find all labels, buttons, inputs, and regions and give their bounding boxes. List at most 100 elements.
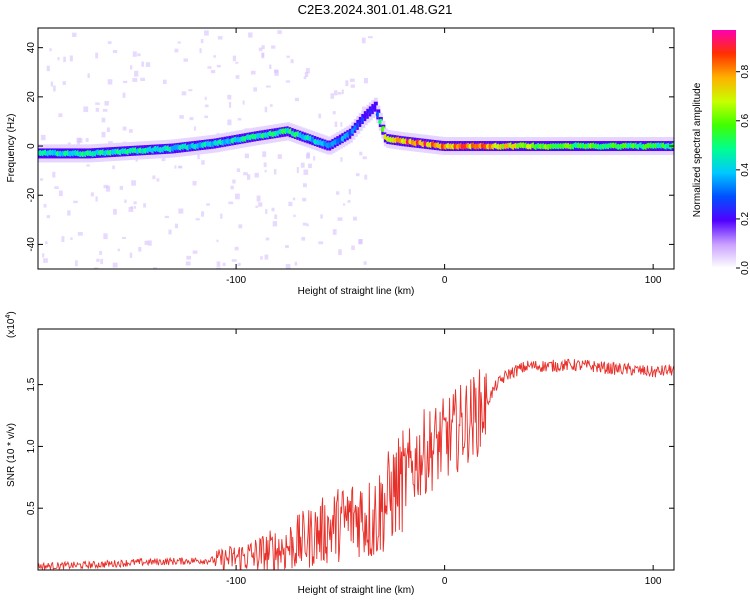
snr-panel: -100 0 100 0.5 1.0 1.5 Height of straight li… bbox=[5, 311, 675, 596]
heatmap-noise-cell bbox=[204, 115, 209, 119]
heatmap-noise-cell bbox=[192, 180, 197, 186]
heatmap-noise-cell bbox=[39, 178, 44, 181]
spectrogram-y-tick-label: 20 bbox=[26, 91, 37, 103]
spectrogram-x-tick-label: 0 bbox=[442, 275, 448, 286]
svg-text:(x104): (x104) bbox=[5, 311, 17, 338]
heatmap-noise-cell bbox=[112, 165, 115, 170]
heatmap-noise-cell bbox=[161, 156, 166, 162]
heatmap-noise-cell bbox=[145, 62, 151, 67]
heatmap-noise-cell bbox=[72, 32, 77, 37]
heatmap-noise-cell bbox=[274, 214, 278, 220]
heatmap-noise-cell bbox=[199, 48, 202, 54]
heatmap-noise-cell bbox=[217, 36, 223, 40]
colorbar-label: Normalized spectral amplitude bbox=[692, 82, 703, 217]
heatmap-noise-cell bbox=[54, 186, 59, 189]
heatmap-noise-cell bbox=[86, 164, 90, 167]
heatmap-noise-cell bbox=[335, 191, 340, 195]
heatmap-noise-cell bbox=[185, 261, 191, 266]
heatmap-noise-cell bbox=[183, 58, 188, 62]
snr-y-label: SNR (10 * v/v) bbox=[6, 423, 17, 487]
heatmap-noise-cell bbox=[363, 77, 369, 84]
heatmap-noise-cell bbox=[181, 91, 187, 96]
heatmap-noise-cell bbox=[255, 205, 258, 208]
heatmap-noise-cell bbox=[138, 246, 142, 252]
heatmap-noise-cell bbox=[104, 100, 109, 106]
heatmap-noise-cell bbox=[201, 211, 204, 217]
heatmap-noise-cell bbox=[206, 203, 210, 206]
heatmap-noise-cell bbox=[351, 245, 355, 251]
heatmap-noise-cell bbox=[348, 188, 351, 195]
heatmap-noise-cell bbox=[67, 142, 71, 146]
heatmap-noise-cell bbox=[107, 79, 113, 85]
heatmap-noise-cell bbox=[189, 117, 194, 121]
snr-x-tick-label: 100 bbox=[645, 576, 662, 587]
heatmap-noise-cell bbox=[43, 204, 47, 208]
spectrogram-x-tick-label: 100 bbox=[645, 275, 662, 286]
heatmap-noise-cell bbox=[227, 94, 232, 100]
heatmap-noise-cell bbox=[192, 250, 198, 254]
heatmap-noise-cell bbox=[271, 207, 275, 212]
heatmap-noise-cell bbox=[137, 53, 141, 57]
spectrogram-y-label: Frequency (Hz) bbox=[6, 114, 17, 183]
heatmap-noise-cell bbox=[49, 48, 52, 52]
heatmap-noise-cell bbox=[269, 64, 272, 70]
spectrogram-y-tick-label: -20 bbox=[26, 188, 37, 203]
spectrogram-panel: -100 0 100 40 20 0 -20 -40 Height of straight … bbox=[6, 27, 675, 297]
heatmap-noise-cell bbox=[216, 239, 219, 243]
heatmap-noise-cell bbox=[340, 122, 343, 127]
heatmap-noise-cell bbox=[337, 91, 342, 95]
heatmap-noise-cell bbox=[76, 137, 82, 143]
snr-series-line bbox=[38, 358, 674, 570]
heatmap-noise-cell bbox=[253, 87, 258, 92]
heatmap-noise-cell bbox=[168, 229, 172, 235]
heatmap-noise-cell bbox=[164, 215, 169, 219]
heatmap-noise-cell bbox=[237, 262, 241, 267]
heatmap-noise-cell bbox=[350, 84, 355, 88]
heatmap-noise-cell bbox=[303, 169, 309, 175]
snr-x-tick-label: 0 bbox=[442, 576, 448, 587]
heatmap-noise-cell bbox=[177, 41, 181, 44]
heatmap-noise-cell bbox=[52, 171, 56, 178]
heatmap-noise-cell bbox=[188, 89, 193, 92]
heatmap-noise-cell bbox=[67, 210, 71, 216]
heatmap-noise-cell bbox=[87, 73, 90, 79]
heatmap-noise-cell bbox=[306, 152, 310, 158]
heatmap-noise-cell bbox=[265, 237, 270, 241]
heatmap-noise-cell bbox=[303, 76, 307, 80]
heatmap-noise-cell bbox=[75, 260, 78, 267]
heatmap-noise-cell bbox=[156, 178, 160, 182]
heatmap-noise-cell bbox=[318, 241, 324, 245]
heatmap-noise-cell bbox=[286, 55, 290, 58]
heatmap-noise-cell bbox=[235, 193, 240, 200]
heatmap-noise-cell bbox=[231, 259, 237, 262]
heatmap-noise-cell bbox=[256, 195, 261, 202]
heatmap-noise-cell bbox=[261, 45, 265, 50]
snr-scale-exponent: 4 bbox=[5, 315, 12, 319]
colorbar-gradient bbox=[712, 30, 736, 268]
heatmap-noise-cell bbox=[302, 197, 307, 202]
colorbar-tick-label: 0.6 bbox=[740, 113, 750, 127]
heatmap-noise-cell bbox=[124, 199, 127, 203]
heatmap-noise-cell bbox=[333, 90, 338, 96]
heatmap-noise-cell bbox=[343, 203, 346, 206]
heatmap-noise-cell bbox=[355, 173, 360, 177]
heatmap-noise-cell bbox=[340, 157, 343, 162]
colorbar-tick-label: 0.0 bbox=[740, 261, 750, 275]
heatmap-noise-cell bbox=[112, 50, 118, 54]
heatmap-ridge-cell bbox=[671, 142, 674, 149]
heatmap-noise-cell bbox=[133, 206, 137, 209]
heatmap-noise-cell bbox=[102, 108, 108, 112]
heatmap-noise-cell bbox=[264, 106, 268, 113]
heatmap-noise-cell bbox=[258, 202, 263, 207]
snr-scale-label: (x10 bbox=[6, 318, 17, 338]
heatmap-noise-cell bbox=[153, 267, 157, 269]
heatmap-noise-cell bbox=[269, 104, 273, 107]
heatmap-noise-cell bbox=[296, 167, 299, 174]
snr-frame bbox=[37, 328, 675, 571]
heatmap-noise-cell bbox=[200, 39, 204, 44]
snr-y-tick-label: 1.5 bbox=[26, 377, 37, 391]
heatmap-noise-cell bbox=[242, 100, 245, 105]
heatmap-noise-cell bbox=[353, 216, 357, 221]
heatmap-noise-cell bbox=[263, 162, 267, 168]
